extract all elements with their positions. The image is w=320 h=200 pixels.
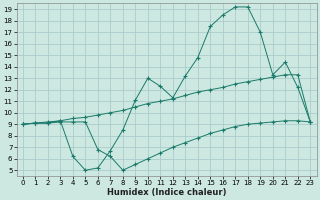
X-axis label: Humidex (Indice chaleur): Humidex (Indice chaleur) [107,188,226,197]
